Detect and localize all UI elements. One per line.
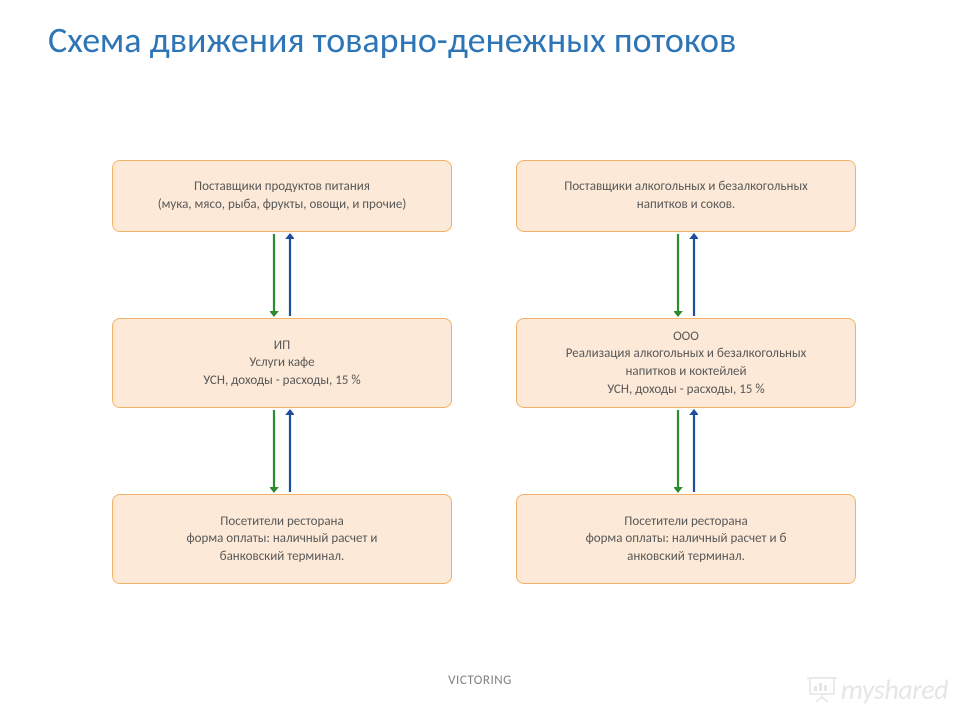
flow-box-line: напитков и коктейлей [625,363,746,381]
flow-box-line: Реализация алкогольных и безалкогольных [566,345,807,363]
flow-box-col0-row1: ИПУслуги кафеУСН, доходы - расходы, 15 % [112,318,452,408]
flow-box-line: Посетители ресторана [624,513,747,531]
flow-box-line: банковский терминал. [220,548,345,566]
flow-box-col0-row0: Поставщики продуктов питания(мука, мясо,… [112,160,452,232]
flow-box-line: (мука, мясо, рыба, фрукты, овощи, и проч… [158,196,407,214]
footer-label: VICTORING [448,673,512,688]
flow-diagram: Поставщики продуктов питания(мука, мясо,… [0,160,960,640]
flow-box-line: УСН, доходы - расходы, 15 % [607,381,764,399]
flow-box-col0-row2: Посетители ресторанаформа оплаты: наличн… [112,494,452,584]
presentation-icon [807,675,837,710]
flow-arrows-col1-1 [674,408,698,494]
flow-box-line: форма оплаты: наличный расчет и б [586,530,787,548]
watermark-text: myshared [841,672,948,707]
flow-box-col1-row1: ОООРеализация алкогольных и безалкогольн… [516,318,856,408]
flow-arrows-col0-1 [270,408,294,494]
flow-box-line: форма оплаты: наличный расчет и [187,530,378,548]
flow-box-col1-row0: Поставщики алкогольных и безалкогольныхн… [516,160,856,232]
flow-box-line: Посетители ресторана [220,513,343,531]
slide-title: Схема движения товарно-денежных потоков [48,18,736,63]
flow-box-line: напитков и соков. [637,196,735,214]
flow-arrows-col1-0 [674,232,698,318]
flow-box-line: Поставщики алкогольных и безалкогольных [564,178,807,196]
flow-box-line: УСН, доходы - расходы, 15 % [203,372,360,390]
flow-box-col1-row2: Посетители ресторанаформа оплаты: наличн… [516,494,856,584]
flow-box-line: ИП [274,337,290,355]
watermark: myshared [807,672,948,710]
flow-arrows-col0-0 [270,232,294,318]
flow-box-line: Услуги кафе [249,354,314,372]
flow-box-line: анковский терминал. [627,548,745,566]
flow-box-line: ООО [673,328,699,346]
flow-box-line: Поставщики продуктов питания [194,178,370,196]
